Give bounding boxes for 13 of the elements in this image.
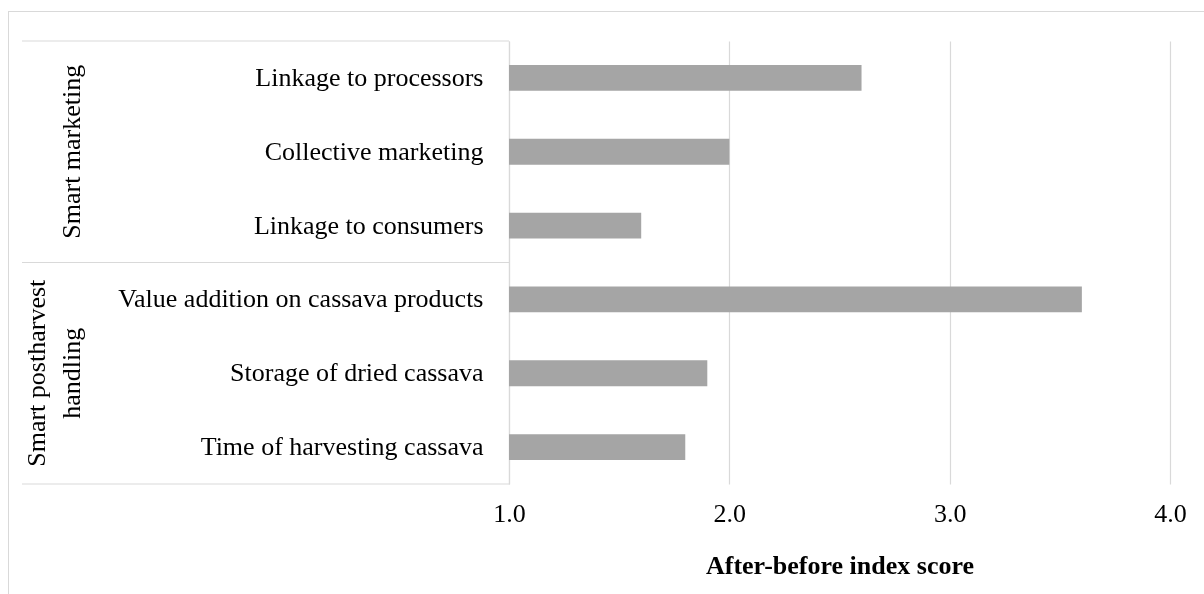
y-tick-label: Collective marketing [264,136,484,166]
y-tick-label: Linkage to processors [255,62,484,92]
x-tick-label: 2.0 [713,498,747,528]
y-tick-label: Time of harvesting cassava [200,432,484,462]
x-tick-label: 3.0 [933,498,967,528]
x-tick-label: 1.0 [493,498,526,528]
y-tick-label: Storage of dried cassava [230,358,484,388]
x-tick-label: 4.0 [1154,498,1187,528]
text: Smart marketing [57,64,86,239]
y-tick-label: Linkage to consumers [253,210,484,240]
x-axis-title: After-before index score [705,550,975,580]
y-tick-label: Value addition on cassava products [118,284,484,314]
text: Smart postharvest handling [22,278,86,467]
